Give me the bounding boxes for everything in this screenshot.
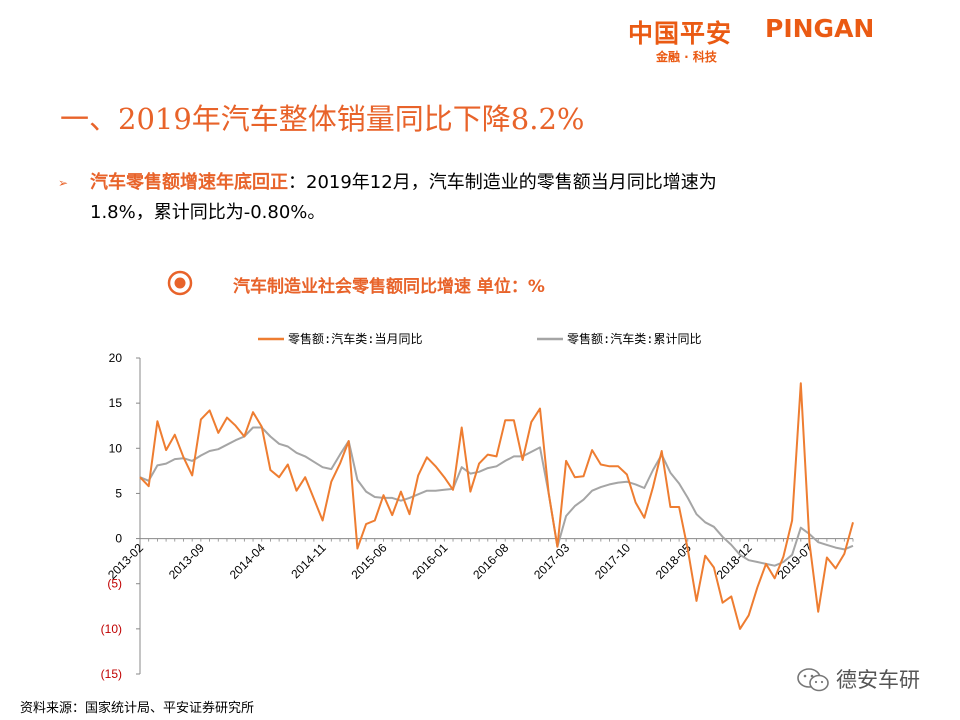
pingan-logo: 中国平安 PINGAN 金融 · 科技 (628, 14, 903, 66)
wechat-icon (797, 668, 829, 692)
y-tick-label: 0 (115, 532, 122, 546)
y-tick-label: 20 (109, 351, 123, 365)
y-tick-label: (5) (107, 577, 122, 591)
y-tick-label: 5 (115, 486, 122, 500)
y-tick-label: (15) (101, 667, 122, 681)
bullet-line-2: 1.8%，累计同比为-0.80%。 (90, 202, 326, 223)
series-line-monthly (139, 382, 854, 630)
bullet-arrow-icon: ➢ (58, 176, 69, 190)
x-tick-label: 2017-10 (592, 541, 633, 582)
bullet-line-1-text: ：2019年12月，汽车制造业的零售额当月同比增速为 (288, 172, 717, 193)
wechat-watermark: 德安车研 (790, 664, 940, 694)
watermark-text: 德安车研 (836, 668, 920, 692)
logo-name-en: PINGAN (765, 14, 875, 43)
x-tick-label: 2014-11 (288, 541, 329, 582)
x-tick-label: 2014-04 (227, 541, 268, 582)
source-note: 资料来源：国家统计局、平安证券研究所 (20, 701, 255, 716)
y-tick-label: 15 (109, 396, 123, 410)
legend-monthly-label: 零售额:汽车类:当月同比 (288, 331, 422, 346)
y-tick-label: (10) (101, 622, 122, 636)
series-line-cumulative (139, 426, 854, 567)
legend-cumulative-label: 零售额:汽车类:累计同比 (567, 331, 701, 346)
page-title: 一、2019年汽车整体销量同比下降8.2% (60, 102, 585, 136)
logo-tagline: 金融 · 科技 (656, 50, 717, 64)
x-tick-label: 2016-01 (409, 541, 450, 582)
x-tick-label: 2015-06 (349, 541, 390, 582)
x-tick-label: 2017-03 (531, 541, 572, 582)
x-tick-label: 2013-09 (166, 541, 207, 582)
x-tick-label: 2016-08 (470, 541, 511, 582)
y-tick-label: 10 (109, 441, 123, 455)
bullet-line-1: 汽车零售额增速年底回正：2019年12月，汽车制造业的零售额当月同比增速为 (90, 168, 717, 198)
logo-name-cn: 中国平安 (628, 19, 733, 48)
bullet-head: 汽车零售额增速年底回正 (90, 172, 288, 193)
target-icon (167, 270, 193, 296)
chart-title: 汽车制造业社会零售额同比增速 单位：% (233, 277, 545, 297)
